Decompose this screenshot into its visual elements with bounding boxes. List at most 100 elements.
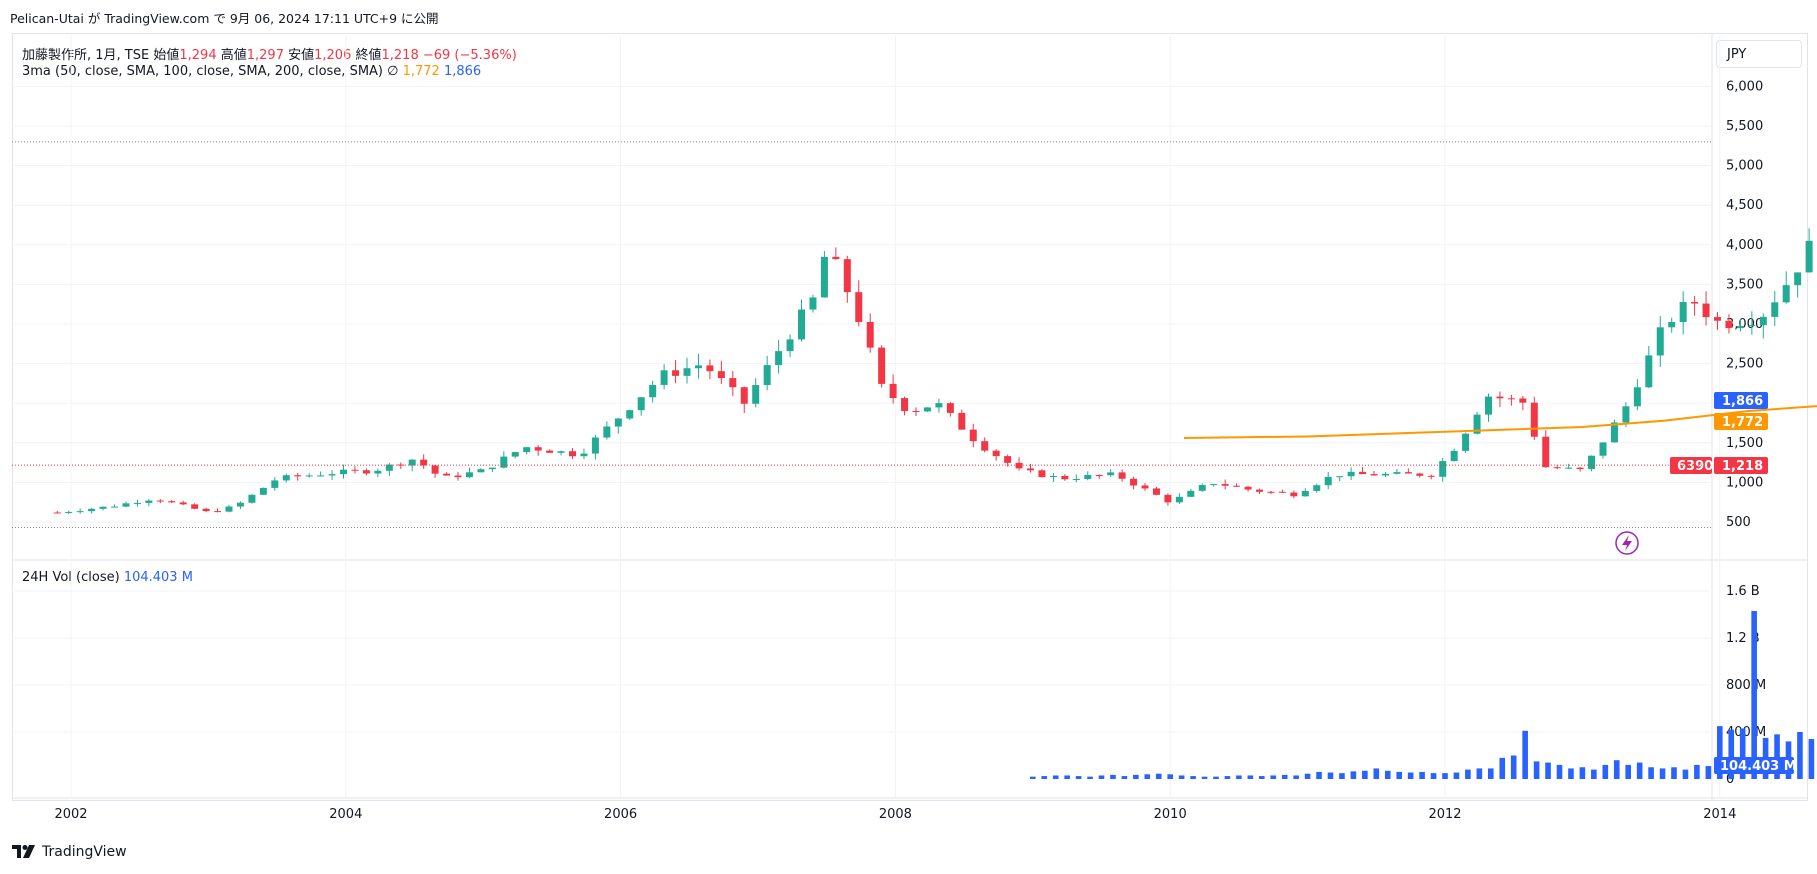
- volume-bar: [1465, 769, 1471, 779]
- publish-header: Pelican-Utai が TradingView.com で 9月 06, …: [10, 11, 439, 26]
- candle-body: [786, 339, 794, 352]
- candle-body: [1656, 327, 1664, 356]
- ma-legend[interactable]: 3ma (50, close, SMA, 100, close, SMA, 20…: [22, 64, 481, 79]
- volume-bar: [1499, 757, 1506, 779]
- volume-bar: [1121, 776, 1128, 779]
- ma100-value: 1,772: [402, 64, 440, 79]
- candle-body: [717, 371, 725, 379]
- candle-body: [271, 480, 279, 488]
- symbol-legend: 加藤製作所, 1月, TSE 始値1,294 高値1,297 安値1,206 終…: [22, 44, 517, 63]
- candle-body: [729, 378, 737, 388]
- volume-bar: [1362, 770, 1368, 779]
- volume-bar: [1110, 774, 1116, 779]
- candle-body: [1404, 472, 1412, 474]
- candle-body: [145, 500, 153, 503]
- volume-bar: [1682, 769, 1689, 779]
- volume-bar: [1384, 770, 1391, 779]
- candle-body: [569, 451, 577, 457]
- volume-bar: [1259, 776, 1265, 779]
- volume-bar: [1201, 776, 1208, 779]
- candle-body: [1416, 473, 1424, 476]
- volume-bar: [1133, 774, 1139, 779]
- volume-bar: [1797, 732, 1803, 779]
- candle-body: [820, 256, 828, 298]
- volume-bar: [1041, 776, 1048, 779]
- volume-bar: [1533, 761, 1540, 779]
- ma200-value: 1,866: [443, 64, 482, 79]
- candle-body: [763, 365, 771, 386]
- volume-bar: [1648, 767, 1654, 779]
- volume-bar: [1510, 755, 1517, 779]
- volume-bar: [1717, 726, 1723, 779]
- volume-bar: [1659, 768, 1666, 779]
- candle-body: [1427, 475, 1435, 477]
- tradingview-brand-label: TradingView: [42, 844, 127, 860]
- candle-body: [694, 365, 702, 369]
- candle-body: [923, 407, 931, 412]
- ma-label: 3ma (50, close, SMA, 100, close, SMA, 20…: [22, 64, 383, 79]
- candle-body: [248, 494, 256, 503]
- currency-selector[interactable]: JPY: [1716, 40, 1802, 68]
- volume-bar: [1694, 764, 1700, 779]
- chart-frame: [12, 33, 1808, 801]
- candle-body: [1038, 470, 1046, 478]
- volume-bar: [1728, 729, 1735, 779]
- candle-body: [156, 500, 164, 502]
- ma100-price-tag: 1,772: [1722, 415, 1763, 430]
- candle-body: [1336, 476, 1344, 478]
- candle-body: [1256, 489, 1264, 492]
- high-label: 高値: [220, 48, 247, 63]
- candle-body: [683, 368, 691, 376]
- time-tick-label: 2014: [1703, 807, 1736, 822]
- candle-body: [1759, 316, 1767, 326]
- candle-body: [500, 456, 508, 468]
- volume-bar: [1339, 773, 1345, 779]
- volume-bar: [1281, 774, 1288, 779]
- candle-body: [1187, 490, 1195, 497]
- candle-body: [454, 475, 462, 478]
- candle-body: [1519, 398, 1527, 403]
- candle-body: [1221, 484, 1229, 486]
- candle-body: [1267, 491, 1275, 493]
- candle-body: [946, 403, 954, 413]
- candle-body: [1496, 396, 1504, 399]
- candle-body: [1301, 490, 1309, 497]
- candle-body: [1152, 488, 1160, 495]
- candle-body: [1645, 355, 1653, 388]
- candle-body: [1599, 442, 1607, 456]
- volume-bar: [1476, 768, 1483, 779]
- candle-body: [901, 398, 909, 412]
- candle-body: [878, 347, 886, 384]
- symbol-name[interactable]: 加藤製作所, 1月, TSE: [22, 48, 150, 63]
- lightning-icon[interactable]: [1615, 531, 1639, 555]
- volume-bar: [1224, 776, 1231, 779]
- footer-brand[interactable]: TradingView: [12, 844, 127, 860]
- candle-body: [362, 470, 370, 474]
- volume-bar: [1373, 768, 1380, 779]
- volume-bar: [1751, 610, 1757, 779]
- candle-body: [1450, 450, 1458, 462]
- price-tick-label: 1,500: [1726, 436, 1763, 451]
- candle-body: [1576, 467, 1584, 470]
- volume-bar: [1568, 768, 1574, 779]
- lightning-icon-bolt: [1622, 535, 1632, 551]
- candle-body: [259, 487, 267, 495]
- candle-body: [523, 447, 531, 453]
- candle-body: [1290, 492, 1298, 497]
- volume-tick-label: 1.2 B: [1726, 631, 1760, 646]
- close-label: 終値: [355, 48, 382, 63]
- volume-bar: [1705, 766, 1712, 779]
- volume-bar: [1808, 739, 1815, 779]
- candle-body: [317, 475, 325, 477]
- candle-body: [1130, 478, 1138, 486]
- price-tick-label: 1,000: [1726, 475, 1763, 490]
- open-label: 始値: [153, 48, 180, 63]
- candle-body: [1725, 320, 1733, 329]
- price-tick-label: 500: [1726, 515, 1751, 530]
- candle-body: [1748, 325, 1756, 327]
- last-price-tag: 1,218: [1722, 459, 1763, 474]
- candle-body: [603, 426, 611, 438]
- candle-body: [843, 259, 851, 293]
- candles-group: [53, 228, 1813, 515]
